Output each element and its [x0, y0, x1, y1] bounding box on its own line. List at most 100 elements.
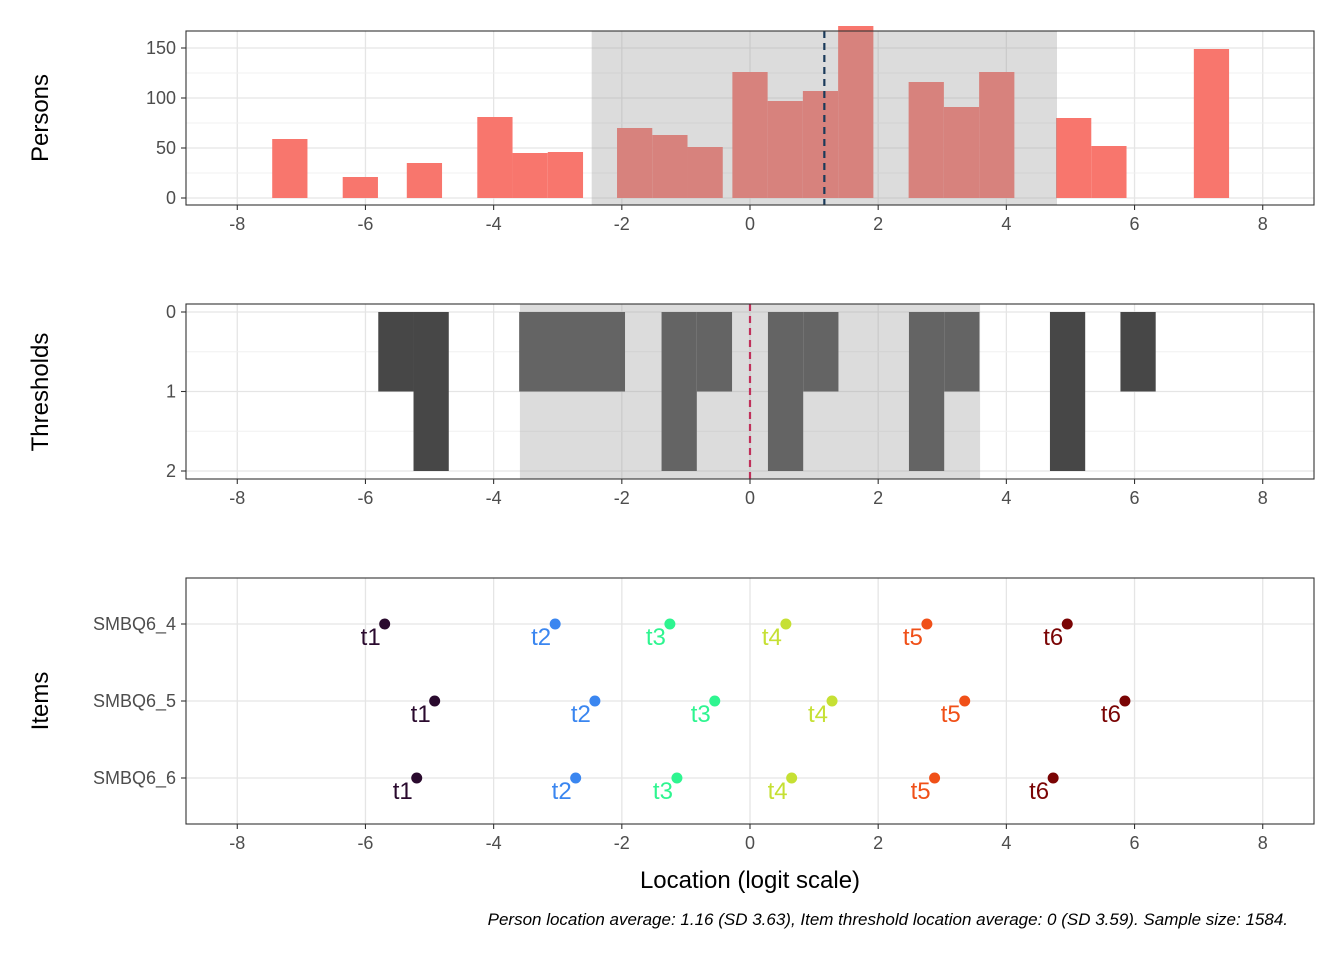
threshold-bar [1049, 312, 1086, 471]
threshold-bar [803, 312, 839, 392]
thresholds-x-tick-label: 4 [1001, 488, 1011, 508]
items-x-tick-label: 8 [1258, 833, 1268, 853]
threshold-point-label: t6 [1029, 778, 1049, 805]
threshold-point-label: t1 [393, 778, 413, 805]
threshold-bar [908, 312, 945, 471]
person-bar [1091, 146, 1127, 198]
threshold-point [1061, 618, 1073, 630]
person-bar [732, 72, 768, 198]
items-x-tick-label: -4 [486, 833, 502, 853]
person-bar [547, 152, 584, 198]
person-bar [652, 135, 688, 198]
thresholds-x-tick-label: 8 [1258, 488, 1268, 508]
items-x-tick-label: 4 [1001, 833, 1011, 853]
thresholds-x-tick-label: -4 [486, 488, 502, 508]
items-y-tick-label: SMBQ6_4 [93, 614, 176, 635]
persons-x-tick-label: 8 [1258, 214, 1268, 234]
threshold-bar [661, 312, 697, 471]
threshold-bar [696, 312, 733, 392]
items-x-tick-label: -6 [357, 833, 373, 853]
person-bar [406, 163, 443, 198]
caption: Person location average: 1.16 (SD 3.63),… [488, 910, 1288, 929]
thresholds-y-axis-title: Thresholds [27, 333, 54, 452]
threshold-point-label: t3 [691, 701, 711, 728]
threshold-point [429, 695, 441, 707]
threshold-point [1047, 772, 1059, 784]
x-axis-title: Location (logit scale) [640, 867, 860, 894]
threshold-point-label: t1 [361, 624, 381, 651]
threshold-point-label: t4 [768, 778, 788, 805]
person-bar [943, 107, 980, 198]
threshold-point-label: t3 [646, 624, 666, 651]
persons-x-tick-label: -8 [229, 214, 245, 234]
threshold-point [671, 772, 683, 784]
threshold-point [411, 772, 423, 784]
persons-y-tick-label: 150 [146, 38, 176, 58]
person-bar [802, 91, 839, 198]
persons-panel: 0 50 100 150 -8 -6 -4 -2 0 2 4 6 8 [146, 26, 1315, 234]
threshold-point-label: t5 [903, 624, 923, 651]
persons-x-tick-label: 0 [745, 214, 755, 234]
persons-y-axis-title: Persons [27, 74, 54, 162]
person-bar [908, 82, 944, 198]
threshold-bar [519, 312, 626, 392]
thresholds-x-tick-label: 0 [745, 488, 755, 508]
threshold-point [589, 695, 601, 707]
items-y-tick-label: SMBQ6_6 [93, 768, 176, 789]
thresholds-panel: 0 1 2 -8 -6 -4 -2 0 2 4 6 8 [166, 302, 1315, 508]
persons-x-tick-label: 2 [873, 214, 883, 234]
threshold-point [780, 618, 792, 630]
threshold-bar [1120, 312, 1156, 392]
threshold-point-label: t2 [552, 778, 572, 805]
threshold-point [959, 695, 971, 707]
threshold-point [664, 618, 676, 630]
threshold-bar [378, 312, 414, 392]
thresholds-x-tick-label: -8 [229, 488, 245, 508]
threshold-point-label: t2 [571, 701, 591, 728]
person-bar [477, 117, 513, 198]
persons-y-tick-label: 50 [156, 138, 176, 158]
threshold-point-label: t4 [808, 701, 828, 728]
threshold-point-label: t1 [411, 701, 431, 728]
items-x-tick-label: 6 [1130, 833, 1140, 853]
thresholds-y-tick-label: 1 [166, 382, 176, 402]
threshold-point [786, 772, 798, 784]
person-bar [687, 147, 723, 198]
persons-y-tick-label: 100 [146, 88, 176, 108]
threshold-bar [767, 312, 804, 471]
threshold-point-label: t6 [1043, 624, 1063, 651]
thresholds-y-tick-label: 0 [166, 302, 176, 322]
persons-x-tick-label: -4 [486, 214, 502, 234]
items-y-tick-label: SMBQ6_5 [93, 691, 176, 712]
persons-x-tick-label: 4 [1001, 214, 1011, 234]
person-bar [617, 128, 653, 198]
persons-x-tick-label: -2 [614, 214, 630, 234]
items-x-tick-label: -2 [614, 833, 630, 853]
threshold-bar [413, 312, 449, 471]
items-y-axis-title: Items [27, 672, 54, 731]
threshold-point-label: t3 [653, 778, 673, 805]
person-bar [767, 101, 803, 198]
persons-y-tick-label: 0 [166, 188, 176, 208]
thresholds-x-tick-label: 6 [1130, 488, 1140, 508]
items-x-tick-label: 0 [745, 833, 755, 853]
threshold-point-label: t4 [762, 624, 782, 651]
persons-x-tick-label: -6 [357, 214, 373, 234]
persons-x-tick-label: 6 [1130, 214, 1140, 234]
person-bar [979, 72, 1015, 198]
threshold-point-label: t5 [911, 778, 931, 805]
items-x-tick-label: -8 [229, 833, 245, 853]
threshold-point [929, 772, 941, 784]
thresholds-y-tick-label: 2 [166, 461, 176, 481]
threshold-point [709, 695, 721, 707]
thresholds-x-tick-label: 2 [873, 488, 883, 508]
threshold-point [1119, 695, 1131, 707]
threshold-point-label: t2 [531, 624, 551, 651]
threshold-point-label: t5 [941, 701, 961, 728]
threshold-point-label: t6 [1101, 701, 1121, 728]
person-bar [838, 26, 874, 198]
thresholds-x-tick-label: -6 [357, 488, 373, 508]
threshold-point [379, 618, 391, 630]
thresholds-x-tick-label: -2 [614, 488, 630, 508]
